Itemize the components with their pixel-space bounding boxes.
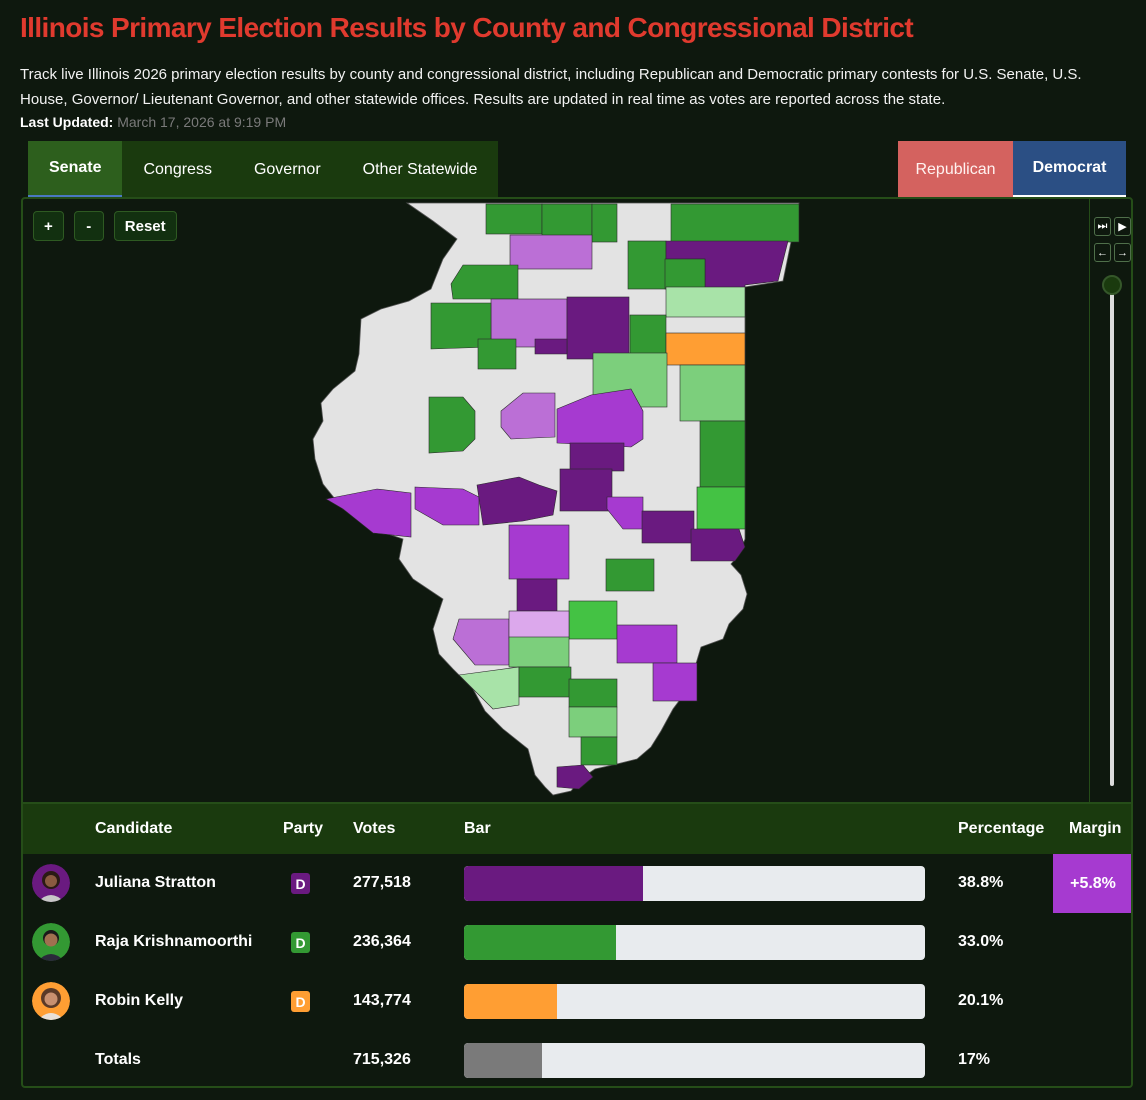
county-map[interactable] (23, 199, 1089, 802)
last-updated: Last Updated: March 17, 2026 at 9:19 PM (20, 114, 286, 130)
reset-button[interactable]: Reset (113, 211, 177, 241)
table-row[interactable]: Robin Kelly D 143,774 20.1% (23, 972, 1131, 1031)
tab-governor[interactable]: Governor (253, 160, 321, 178)
party-badge: D (291, 932, 310, 953)
vote-bar (464, 866, 925, 901)
header-votes: Votes (353, 820, 396, 837)
party-badge: D (291, 873, 310, 894)
zoom-controls: + - Reset (33, 211, 177, 241)
party-tabs: Republican Democrat (898, 141, 1126, 198)
tab-democrat[interactable]: Democrat (1013, 141, 1126, 198)
timeline-slider-track[interactable] (1110, 291, 1114, 786)
header-percentage: Percentage (958, 820, 1045, 837)
vote-bar-fill (464, 866, 643, 901)
play-icon[interactable]: ▶ (1114, 217, 1131, 236)
totals-bar (464, 1043, 925, 1078)
candidate-name: Robin Kelly (95, 992, 184, 1009)
last-updated-label: Last Updated: (20, 114, 114, 130)
totals-bar-fill (464, 1043, 543, 1078)
totals-row: Totals 715,326 17% (23, 1031, 1131, 1086)
totals-votes: 715,326 (353, 1051, 411, 1068)
tab-senate[interactable]: Senate (28, 141, 123, 198)
results-table: Candidate Party Votes Bar Percentage Mar… (23, 802, 1131, 1086)
margin-badge: +5.8% (1053, 854, 1131, 913)
results-panel: + - Reset ⏭ ▶ ← → Candidate Party Votes … (21, 197, 1133, 1088)
vote-count: 143,774 (353, 992, 411, 1009)
avatar (32, 923, 70, 961)
step-forward-icon[interactable]: → (1114, 243, 1131, 262)
table-row[interactable]: Raja Krishnamoorthi D 236,364 33.0% (23, 913, 1131, 972)
page-description: Track live Illinois 2026 primary electio… (20, 66, 1082, 108)
step-back-icon[interactable]: ← (1094, 243, 1111, 262)
header-bar: Bar (464, 820, 491, 837)
page-title: Illinois Primary Election Results by Cou… (20, 12, 914, 43)
zoom-out-button[interactable]: - (73, 211, 104, 241)
header-margin: Margin (1069, 820, 1122, 837)
tab-congress[interactable]: Congress (143, 160, 212, 178)
totals-percentage: 17% (958, 1051, 991, 1068)
vote-percentage: 33.0% (958, 933, 1004, 950)
totals-label: Totals (95, 1051, 141, 1068)
vote-count: 236,364 (353, 933, 411, 950)
tab-other-statewide[interactable]: Other Statewide (362, 160, 478, 178)
timeline-controls: ⏭ ▶ ← → (1089, 199, 1131, 802)
candidate-name: Raja Krishnamoorthi (95, 933, 253, 950)
vote-bar-fill (464, 984, 557, 1019)
timeline-slider-handle[interactable] (1102, 275, 1122, 295)
race-tabs: Senate Congress Governor Other Statewide (28, 141, 499, 198)
skip-to-end-icon[interactable]: ⏭ (1094, 217, 1111, 236)
vote-percentage: 38.8% (958, 874, 1004, 891)
vote-bar (464, 984, 925, 1019)
avatar (32, 864, 70, 902)
party-badge: D (291, 991, 310, 1012)
vote-count: 277,518 (353, 874, 411, 891)
header-candidate: Candidate (95, 820, 173, 837)
results-table-header: Candidate Party Votes Bar Percentage Mar… (23, 802, 1131, 854)
table-row[interactable]: Juliana Stratton D 277,518 38.8% +5.8% (23, 854, 1131, 913)
header-party: Party (283, 820, 324, 837)
candidate-name: Juliana Stratton (95, 874, 216, 891)
avatar (32, 982, 70, 1020)
last-updated-value: March 17, 2026 at 9:19 PM (117, 114, 287, 130)
zoom-in-button[interactable]: + (33, 211, 64, 241)
map-area: + - Reset (23, 199, 1089, 802)
vote-percentage: 20.1% (958, 992, 1004, 1009)
vote-bar-fill (464, 925, 617, 960)
tab-republican[interactable]: Republican (898, 141, 1013, 198)
vote-bar (464, 925, 925, 960)
